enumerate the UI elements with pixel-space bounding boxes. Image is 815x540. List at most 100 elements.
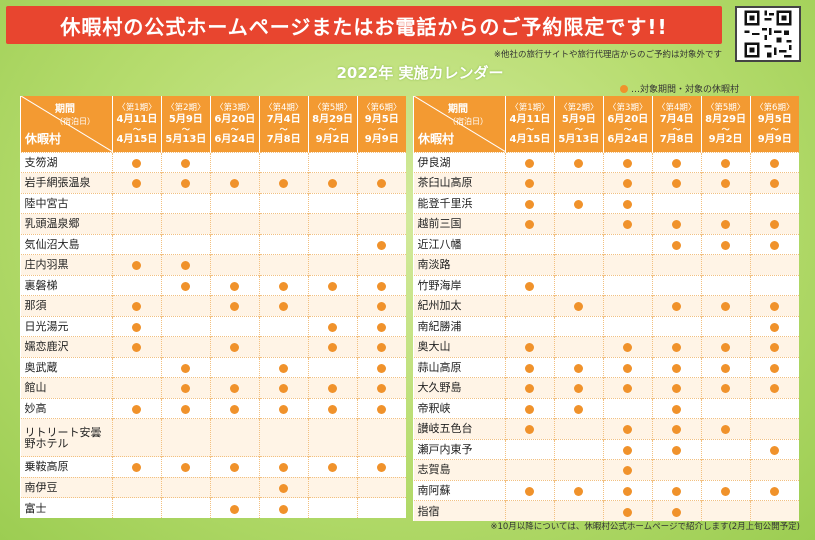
village-name: 紀州加太 bbox=[413, 295, 506, 316]
period-cell bbox=[258, 336, 309, 357]
circle-dot-icon bbox=[230, 281, 240, 291]
header-corner: 期間 （宿泊日） 休暇村 bbox=[20, 96, 113, 152]
period-cell bbox=[356, 356, 406, 378]
period-cell bbox=[749, 295, 799, 316]
circle-dot-icon bbox=[279, 384, 289, 394]
circle-dot-icon bbox=[132, 302, 142, 312]
period-cell bbox=[209, 418, 260, 457]
period-tilde: 〜 bbox=[623, 124, 632, 134]
period-cell bbox=[749, 192, 799, 214]
period-cell bbox=[553, 418, 604, 439]
circle-dot-icon bbox=[328, 384, 338, 394]
period-cell bbox=[356, 274, 406, 296]
period-cell bbox=[356, 456, 406, 477]
period-cell bbox=[505, 397, 555, 419]
circle-dot-icon bbox=[525, 220, 535, 230]
village-name: 能登千里浜 bbox=[413, 192, 506, 214]
corner-period: 期間 bbox=[448, 104, 468, 115]
circle-dot-icon bbox=[672, 507, 682, 517]
period-start: 9月5日 bbox=[364, 113, 399, 125]
circle-dot-icon bbox=[525, 404, 535, 414]
period-cell bbox=[112, 213, 162, 234]
period-cell bbox=[112, 274, 162, 296]
circle-dot-icon bbox=[525, 425, 535, 435]
circle-dot-icon bbox=[623, 158, 633, 168]
period-cell bbox=[307, 295, 358, 316]
circle-dot-icon bbox=[770, 322, 780, 332]
period-cell bbox=[651, 295, 702, 316]
table-row: 蒜山高原 bbox=[413, 356, 799, 378]
circle-dot-icon bbox=[230, 463, 240, 473]
circle-dot-icon bbox=[770, 240, 780, 250]
circle-dot-icon bbox=[721, 158, 731, 168]
period-cell bbox=[602, 500, 653, 521]
period-cell bbox=[258, 397, 309, 419]
period-cell bbox=[258, 254, 309, 275]
circle-dot-icon bbox=[328, 404, 338, 414]
period-cell bbox=[651, 274, 702, 296]
period-cell bbox=[160, 377, 211, 398]
period-cell bbox=[602, 377, 653, 398]
period-cell bbox=[160, 456, 211, 477]
circle-dot-icon bbox=[770, 158, 780, 168]
period-cell bbox=[553, 356, 604, 378]
period-cell bbox=[700, 459, 751, 480]
circle-dot-icon bbox=[721, 179, 731, 189]
circle-dot-icon bbox=[377, 363, 387, 373]
period-cell bbox=[700, 213, 751, 234]
circle-dot-icon bbox=[672, 445, 682, 455]
period-cell bbox=[602, 336, 653, 357]
table-row: 妙高 bbox=[20, 397, 406, 419]
circle-dot-icon bbox=[721, 343, 731, 353]
circle-dot-icon bbox=[132, 463, 142, 473]
table-row: 越前三国 bbox=[413, 213, 799, 234]
period-label: 〈第2期〉 bbox=[559, 102, 599, 113]
period-start: 9月5日 bbox=[757, 113, 792, 125]
corner-stay: （宿泊日） bbox=[448, 117, 488, 126]
circle-dot-icon bbox=[525, 363, 535, 373]
period-cell bbox=[209, 295, 260, 316]
period-cell bbox=[505, 295, 555, 316]
circle-dot-icon bbox=[574, 486, 584, 496]
period-cell bbox=[651, 418, 702, 439]
village-name: 乳頭温泉郷 bbox=[20, 213, 113, 234]
period-cell bbox=[160, 274, 211, 296]
period-cell bbox=[258, 377, 309, 398]
circle-dot-icon bbox=[132, 343, 142, 353]
period-cell bbox=[651, 459, 702, 480]
period-cell bbox=[553, 233, 604, 255]
period-cell bbox=[258, 418, 309, 457]
village-name: 気仙沼大島 bbox=[20, 233, 113, 255]
circle-dot-icon bbox=[721, 384, 731, 394]
period-cell bbox=[356, 418, 406, 457]
period-end: 9月9日 bbox=[757, 133, 792, 145]
period-cell bbox=[307, 497, 358, 518]
period-cell bbox=[505, 418, 555, 439]
period-cell bbox=[356, 497, 406, 518]
village-name: 奥大山 bbox=[413, 336, 506, 357]
period-cell bbox=[651, 479, 702, 501]
table-row: 茶臼山高原 bbox=[413, 172, 799, 193]
circle-dot-icon bbox=[672, 486, 682, 496]
village-name: 日光湯元 bbox=[20, 315, 113, 337]
period-cell bbox=[112, 397, 162, 419]
period-cell bbox=[700, 418, 751, 439]
period-cell bbox=[651, 438, 702, 460]
circle-dot-icon bbox=[230, 343, 240, 353]
period-header: 〈第5期〉 8月29日〜 9月2日 bbox=[307, 96, 358, 152]
period-cell bbox=[553, 172, 604, 193]
circle-dot-icon bbox=[623, 220, 633, 230]
circle-dot-icon bbox=[623, 486, 633, 496]
circle-dot-icon bbox=[623, 343, 633, 353]
qr-code-icon[interactable] bbox=[735, 6, 801, 62]
period-cell bbox=[307, 254, 358, 275]
table-row: 近江八幡 bbox=[413, 233, 799, 255]
village-name: 乗鞍高原 bbox=[20, 456, 113, 477]
period-tilde: 〜 bbox=[132, 124, 141, 134]
period-header: 〈第2期〉 5月9日〜 5月13日 bbox=[160, 96, 211, 152]
period-cell bbox=[356, 151, 406, 173]
circle-dot-icon bbox=[181, 463, 191, 473]
period-cell bbox=[553, 377, 604, 398]
period-header: 〈第5期〉 8月29日〜 9月2日 bbox=[700, 96, 751, 152]
period-cell bbox=[553, 336, 604, 357]
